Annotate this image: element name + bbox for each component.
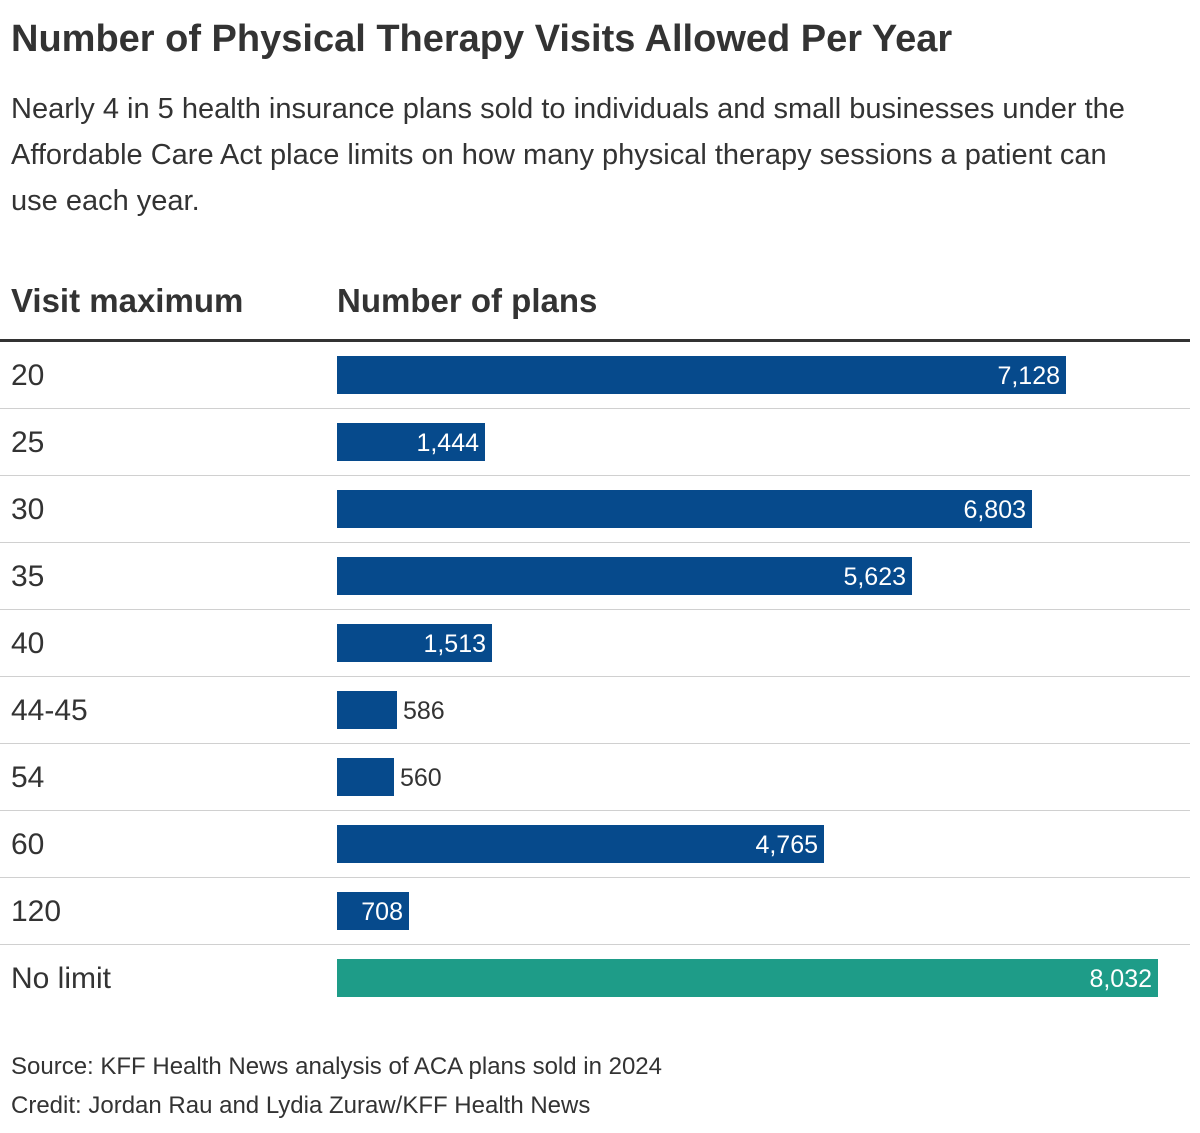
source-note: Source: KFF Health News analysis of ACA … bbox=[11, 1053, 662, 1080]
bar bbox=[337, 356, 1066, 394]
header-divider bbox=[0, 339, 1190, 342]
category-label: 120 bbox=[11, 895, 62, 928]
bar-value-label: 1,513 bbox=[423, 630, 486, 658]
table-row: 25 1,444 bbox=[0, 409, 1190, 476]
table-row: 120 708 bbox=[0, 878, 1190, 945]
bar bbox=[337, 825, 824, 863]
column-header-number-of-plans: Number of plans bbox=[337, 282, 598, 319]
bar bbox=[337, 758, 394, 796]
category-label: 40 bbox=[11, 627, 45, 660]
table-row: No limit 8,032 bbox=[0, 945, 1190, 1012]
table-row: 60 4,765 bbox=[0, 811, 1190, 878]
bar-value-label: 708 bbox=[361, 898, 403, 926]
category-label: 35 bbox=[11, 560, 45, 593]
bar bbox=[337, 624, 492, 662]
bar-value-label: 1,444 bbox=[416, 429, 479, 457]
category-label: 20 bbox=[11, 359, 45, 392]
category-label: 60 bbox=[11, 828, 45, 861]
credit-note: Credit: Jordan Rau and Lydia Zuraw/KFF H… bbox=[11, 1092, 591, 1119]
bar-value-label: 586 bbox=[403, 697, 445, 725]
bar bbox=[337, 423, 485, 461]
bar-value-label: 5,623 bbox=[843, 563, 906, 591]
column-header-visit-maximum: Visit maximum bbox=[11, 282, 244, 319]
chart-title: Number of Physical Therapy Visits Allowe… bbox=[11, 18, 953, 60]
bar-value-label: 560 bbox=[400, 764, 442, 792]
category-label: 25 bbox=[11, 426, 45, 459]
table-row: 30 6,803 bbox=[0, 476, 1190, 543]
table-row: 20 7,128 bbox=[0, 342, 1190, 409]
category-label: 44-45 bbox=[11, 694, 88, 727]
category-label: 30 bbox=[11, 493, 45, 526]
chart-subtitle: Nearly 4 in 5 health insurance plans sol… bbox=[11, 93, 1125, 217]
bar bbox=[337, 557, 912, 595]
bar-value-label: 4,765 bbox=[755, 831, 818, 859]
bar bbox=[337, 892, 409, 930]
table-row: 35 5,623 bbox=[0, 543, 1190, 610]
category-label: 54 bbox=[11, 761, 45, 794]
table-row: 54 560 bbox=[0, 744, 1190, 811]
bar bbox=[337, 959, 1158, 997]
bar-value-label: 6,803 bbox=[963, 496, 1026, 524]
table-row: 40 1,513 bbox=[0, 610, 1190, 677]
bar bbox=[337, 490, 1032, 528]
bar bbox=[337, 691, 397, 729]
table-row: 44-45 586 bbox=[0, 677, 1190, 744]
bar-value-label: 8,032 bbox=[1089, 965, 1152, 993]
category-label: No limit bbox=[11, 962, 112, 995]
bar-value-label: 7,128 bbox=[997, 362, 1060, 390]
